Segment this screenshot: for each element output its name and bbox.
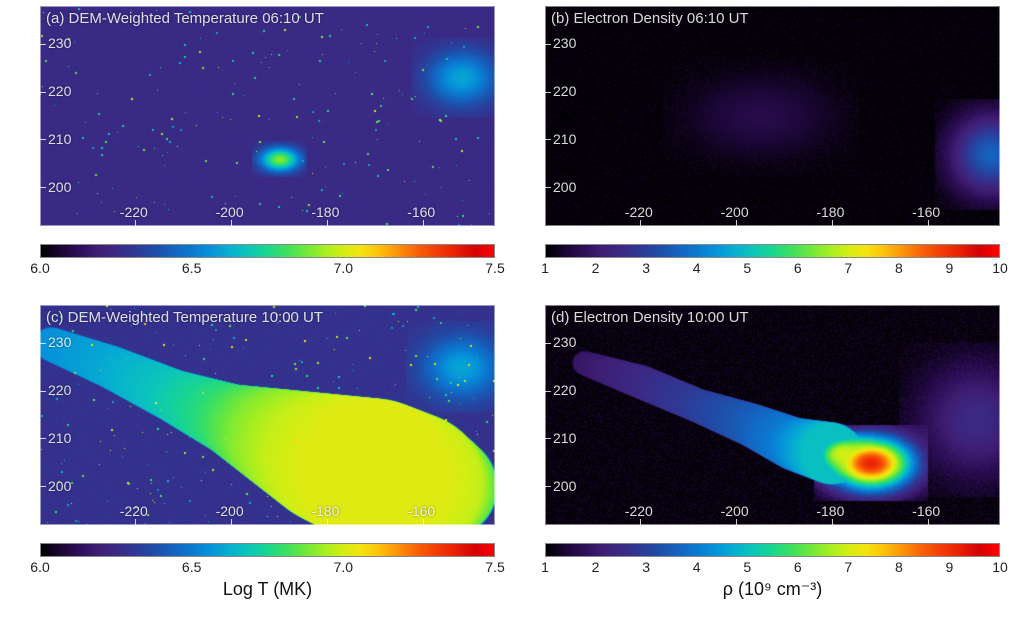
colorbar-d: 12345678910 <box>545 543 1000 557</box>
panel-b: (b) Electron Density 06:10 UT20021022023… <box>545 6 1000 226</box>
colorbar-tick: 6.5 <box>182 559 201 575</box>
axis-title-left: Log T (MK) <box>40 579 495 600</box>
panel-c-image <box>40 305 495 525</box>
colorbar-tick: 10 <box>992 559 1008 575</box>
colorbar-tick: 7.5 <box>485 559 504 575</box>
colorbar-tick: 5 <box>743 559 751 575</box>
colorbar-tick: 1 <box>541 559 549 575</box>
colorbar-tick: 6 <box>794 559 802 575</box>
colorbar-tick: 6.0 <box>30 260 49 276</box>
colorbar-tick: 7 <box>844 559 852 575</box>
colorbar-tick: 6 <box>794 260 802 276</box>
colorbar-tick: 10 <box>992 260 1008 276</box>
colorbar-tick: 4 <box>693 260 701 276</box>
panel-d: (d) Electron Density 10:00 UT20021022023… <box>545 305 1000 525</box>
colorbar-tick: 9 <box>946 260 954 276</box>
colorbar-tick: 1 <box>541 260 549 276</box>
colorbar-tick: 4 <box>693 559 701 575</box>
figure-root: (a) DEM-Weighted Temperature 06:10 UT200… <box>0 0 1024 630</box>
colorbar-tick: 8 <box>895 559 903 575</box>
panel-d-image <box>545 305 1000 525</box>
colorbar-c: 6.06.57.07.5 <box>40 543 495 557</box>
panel-a-image <box>40 6 495 226</box>
colorbar-tick: 6.5 <box>182 260 201 276</box>
colorbar-tick: 2 <box>592 559 600 575</box>
panel-c: (c) DEM-Weighted Temperature 10:00 UT200… <box>40 305 495 525</box>
colorbar-tick: 5 <box>743 260 751 276</box>
colorbar-tick: 3 <box>642 559 650 575</box>
panel-b-image <box>545 6 1000 226</box>
colorbar-tick: 2 <box>592 260 600 276</box>
colorbar-tick: 7 <box>844 260 852 276</box>
colorbar-b: 12345678910 <box>545 244 1000 258</box>
colorbar-tick: 8 <box>895 260 903 276</box>
colorbar-tick: 7.0 <box>334 559 353 575</box>
colorbar-a: 6.06.57.07.5 <box>40 244 495 258</box>
panel-a: (a) DEM-Weighted Temperature 06:10 UT200… <box>40 6 495 226</box>
colorbar-tick: 9 <box>946 559 954 575</box>
axis-title-right: ρ (10⁹ cm⁻³) <box>545 579 1000 600</box>
colorbar-tick: 6.0 <box>30 559 49 575</box>
colorbar-tick: 7.0 <box>334 260 353 276</box>
colorbar-tick: 3 <box>642 260 650 276</box>
colorbar-tick: 7.5 <box>485 260 504 276</box>
